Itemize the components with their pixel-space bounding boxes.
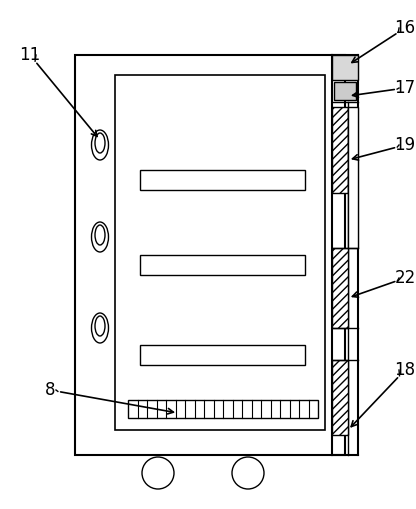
Text: 22: 22: [394, 269, 416, 287]
Bar: [332, 55, 358, 80]
Text: 16: 16: [394, 19, 416, 37]
Bar: [75, 55, 345, 455]
Text: 8: 8: [45, 381, 55, 399]
Bar: [332, 248, 348, 328]
Ellipse shape: [92, 130, 109, 160]
Text: 11: 11: [20, 46, 41, 64]
Bar: [332, 107, 348, 193]
Bar: [115, 75, 325, 430]
Ellipse shape: [95, 133, 105, 153]
Bar: [332, 360, 348, 435]
Ellipse shape: [92, 222, 109, 252]
Bar: [140, 170, 305, 190]
Circle shape: [142, 457, 174, 489]
Ellipse shape: [95, 316, 105, 336]
Ellipse shape: [92, 313, 109, 343]
Bar: [334, 82, 356, 100]
Bar: [140, 255, 305, 275]
Ellipse shape: [95, 225, 105, 245]
Text: 19: 19: [394, 136, 416, 154]
Bar: [128, 400, 318, 418]
Bar: [348, 107, 358, 248]
Text: 17: 17: [394, 79, 416, 97]
Circle shape: [232, 457, 264, 489]
Bar: [140, 345, 305, 365]
Text: 18: 18: [394, 361, 416, 379]
